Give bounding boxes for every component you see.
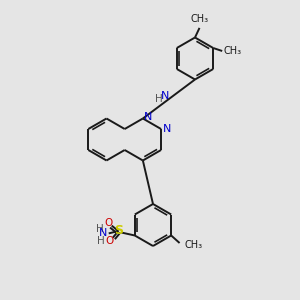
Text: O: O xyxy=(106,236,114,246)
Text: N: N xyxy=(163,124,172,134)
Text: CH₃: CH₃ xyxy=(190,14,208,24)
Text: N: N xyxy=(161,91,169,101)
Text: H: H xyxy=(154,94,162,104)
Text: H: H xyxy=(96,224,104,234)
Text: O: O xyxy=(105,218,113,228)
Text: N: N xyxy=(99,228,107,239)
Text: N: N xyxy=(144,112,152,122)
Text: H: H xyxy=(97,236,105,246)
Text: S: S xyxy=(114,224,123,238)
Text: CH₃: CH₃ xyxy=(224,46,242,56)
Text: CH₃: CH₃ xyxy=(185,239,203,250)
